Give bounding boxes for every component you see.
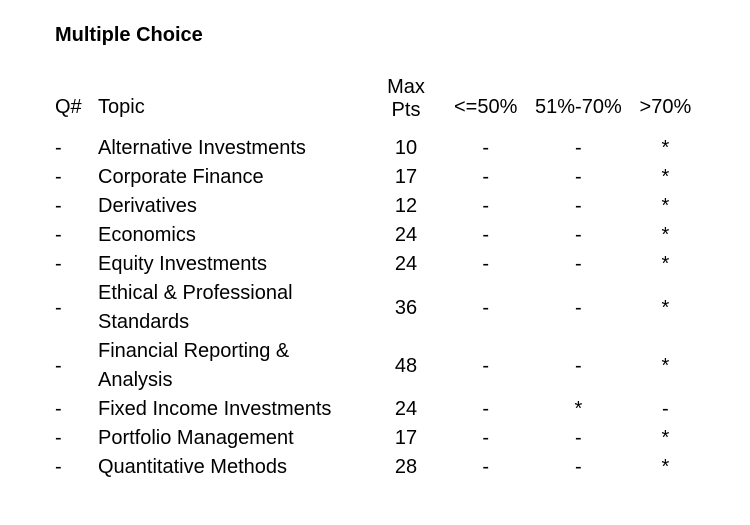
cell-qnum: - — [55, 354, 62, 377]
cell-qnum: - — [55, 253, 62, 275]
table-row: - Ethical & Professional Standards 36 - … — [55, 279, 691, 337]
cell-max-pts: 24 — [394, 224, 418, 246]
cell-le50: - — [482, 427, 490, 449]
cell-le50: - — [482, 456, 490, 478]
table-row: - Financial Reporting & Analysis 48 - - … — [55, 337, 691, 395]
cell-gt70: * — [661, 195, 670, 217]
cell-le50: - — [482, 398, 490, 420]
header-max-pts-line1: Max — [387, 76, 425, 98]
page-title: Multiple Choice — [55, 24, 203, 46]
cell-gt70: * — [661, 253, 670, 275]
cell-topic: Corporate Finance — [98, 166, 264, 188]
cell-gt70: * — [661, 427, 670, 449]
cell-qnum: - — [55, 296, 62, 319]
cell-topic: Equity Investments — [98, 253, 267, 275]
cell-gt70: - — [662, 398, 669, 420]
cell-51-70: - — [575, 195, 582, 217]
table-row: - Fixed Income Investments 24 - * - — [55, 395, 691, 424]
table-body: - Alternative Investments 10 - - * - Cor… — [55, 134, 691, 482]
cell-max-pts: 17 — [394, 427, 418, 449]
table-row: - Quantitative Methods 28 - - * — [55, 453, 691, 482]
cell-le50: - — [482, 354, 490, 377]
cell-topic: Financial Reporting & Analysis — [98, 340, 290, 391]
cell-le50: - — [482, 166, 490, 188]
header-le50: <=50% — [454, 96, 518, 118]
cell-51-70: - — [575, 427, 582, 449]
cell-le50: - — [482, 296, 490, 319]
cell-qnum: - — [55, 456, 62, 478]
cell-max-pts: 12 — [394, 195, 418, 217]
results-table: Q# Topic Max Pts <=50% 51%-70% >70% - Al… — [55, 76, 691, 482]
header-qnum: Q# — [55, 96, 82, 118]
cell-topic: Ethical & Professional Standards — [98, 282, 293, 333]
table-row: - Derivatives 12 - - * — [55, 192, 691, 221]
cell-max-pts: 24 — [394, 398, 418, 420]
cell-max-pts: 10 — [394, 137, 418, 159]
table-header-row: Q# Topic Max Pts <=50% 51%-70% >70% — [55, 76, 691, 134]
cell-topic: Quantitative Methods — [98, 456, 287, 478]
cell-gt70: * — [661, 296, 670, 319]
cell-topic: Derivatives — [98, 195, 197, 217]
cell-max-pts: 24 — [394, 253, 418, 275]
cell-qnum: - — [55, 224, 62, 246]
table-row: - Equity Investments 24 - - * — [55, 250, 691, 279]
cell-51-70: - — [575, 253, 582, 275]
cell-qnum: - — [55, 427, 62, 449]
cell-51-70: - — [575, 296, 582, 319]
header-51-70: 51%-70% — [535, 96, 622, 118]
cell-max-pts: 17 — [394, 166, 418, 188]
cell-51-70: - — [575, 354, 582, 377]
cell-le50: - — [482, 137, 490, 159]
cell-51-70: - — [575, 137, 582, 159]
cell-max-pts: 28 — [394, 456, 418, 478]
cell-topic: Economics — [98, 224, 196, 246]
table-row: - Alternative Investments 10 - - * — [55, 134, 691, 163]
cell-gt70: * — [661, 166, 670, 188]
header-max-pts: Max Pts — [358, 76, 454, 134]
cell-le50: - — [482, 195, 490, 217]
cell-gt70: * — [661, 137, 670, 159]
cell-le50: - — [482, 224, 490, 246]
cell-qnum: - — [55, 166, 62, 188]
cell-gt70: * — [661, 354, 670, 377]
cell-51-70: - — [575, 456, 582, 478]
cell-51-70: * — [574, 398, 583, 420]
header-topic: Topic — [98, 96, 145, 118]
cell-max-pts: 48 — [394, 354, 418, 377]
table-row: - Portfolio Management 17 - - * — [55, 424, 691, 453]
cell-gt70: * — [661, 456, 670, 478]
cell-gt70: * — [661, 224, 670, 246]
table-row: - Economics 24 - - * — [55, 221, 691, 250]
cell-topic: Alternative Investments — [98, 137, 306, 159]
header-gt70: >70% — [639, 96, 692, 118]
cell-max-pts: 36 — [394, 296, 418, 319]
cell-qnum: - — [55, 137, 62, 159]
cell-le50: - — [482, 253, 490, 275]
cell-topic: Fixed Income Investments — [98, 398, 332, 420]
cell-qnum: - — [55, 195, 62, 217]
cell-topic: Portfolio Management — [98, 427, 294, 449]
cell-51-70: - — [575, 224, 582, 246]
cell-51-70: - — [575, 166, 582, 188]
header-max-pts-line2: Pts — [391, 99, 421, 121]
table-row: - Corporate Finance 17 - - * — [55, 163, 691, 192]
cell-qnum: - — [55, 398, 62, 420]
